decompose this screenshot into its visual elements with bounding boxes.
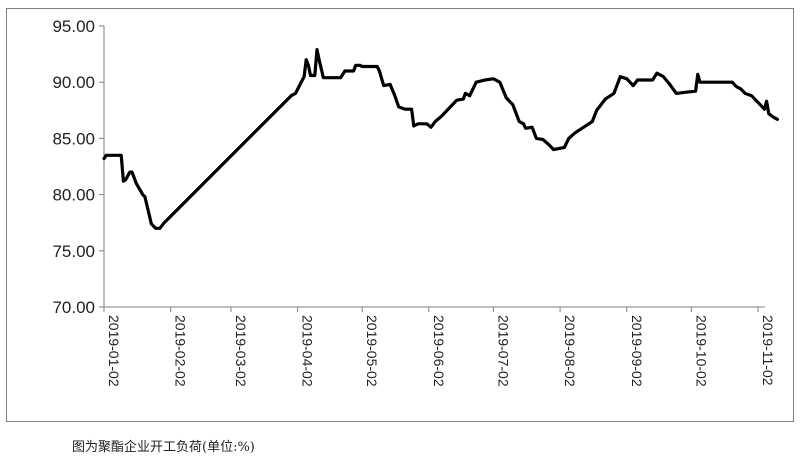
chart-frame: 70.00 75.00 80.00 85.00 90.00 95.00 2019-01-0… xyxy=(6,8,794,422)
y-tick-label: 85.00 xyxy=(52,129,95,148)
axes xyxy=(103,26,765,308)
x-tick-label: 2019-09-02 xyxy=(629,315,645,387)
y-tick-label: 75.00 xyxy=(52,242,95,261)
x-tick-label: 2019-11-02 xyxy=(760,315,776,386)
x-tick-label: 2019-08-02 xyxy=(562,315,578,387)
x-tick-label: 2019-05-02 xyxy=(364,315,380,387)
x-tick-label: 2019-10-02 xyxy=(693,315,709,387)
y-axis-ticks: 70.00 75.00 80.00 85.00 90.00 95.00 xyxy=(52,17,104,317)
x-tick-label: 2019-04-02 xyxy=(300,315,316,387)
x-tick-label: 2019-06-02 xyxy=(431,315,447,387)
y-tick-label: 95.00 xyxy=(52,17,95,36)
line-chart: 70.00 75.00 80.00 85.00 90.00 95.00 2019-01-0… xyxy=(52,17,779,387)
x-tick-label: 2019-07-02 xyxy=(495,315,511,387)
series-group xyxy=(102,48,779,230)
x-axis-ticks: 2019-01-02 2019-02-02 2019-03-02 2019-04-02… xyxy=(103,307,776,387)
series-line xyxy=(102,48,779,230)
figure-caption: 图为聚酯企业开工负荷(单位:%) xyxy=(72,440,255,455)
y-tick-label: 80.00 xyxy=(52,186,95,205)
y-tick-label: 70.00 xyxy=(52,298,95,317)
x-tick-label: 2019-03-02 xyxy=(233,315,249,387)
y-tick-label: 90.00 xyxy=(52,73,95,92)
x-tick-label: 2019-02-02 xyxy=(173,315,189,387)
x-tick-label: 2019-01-02 xyxy=(106,315,122,387)
